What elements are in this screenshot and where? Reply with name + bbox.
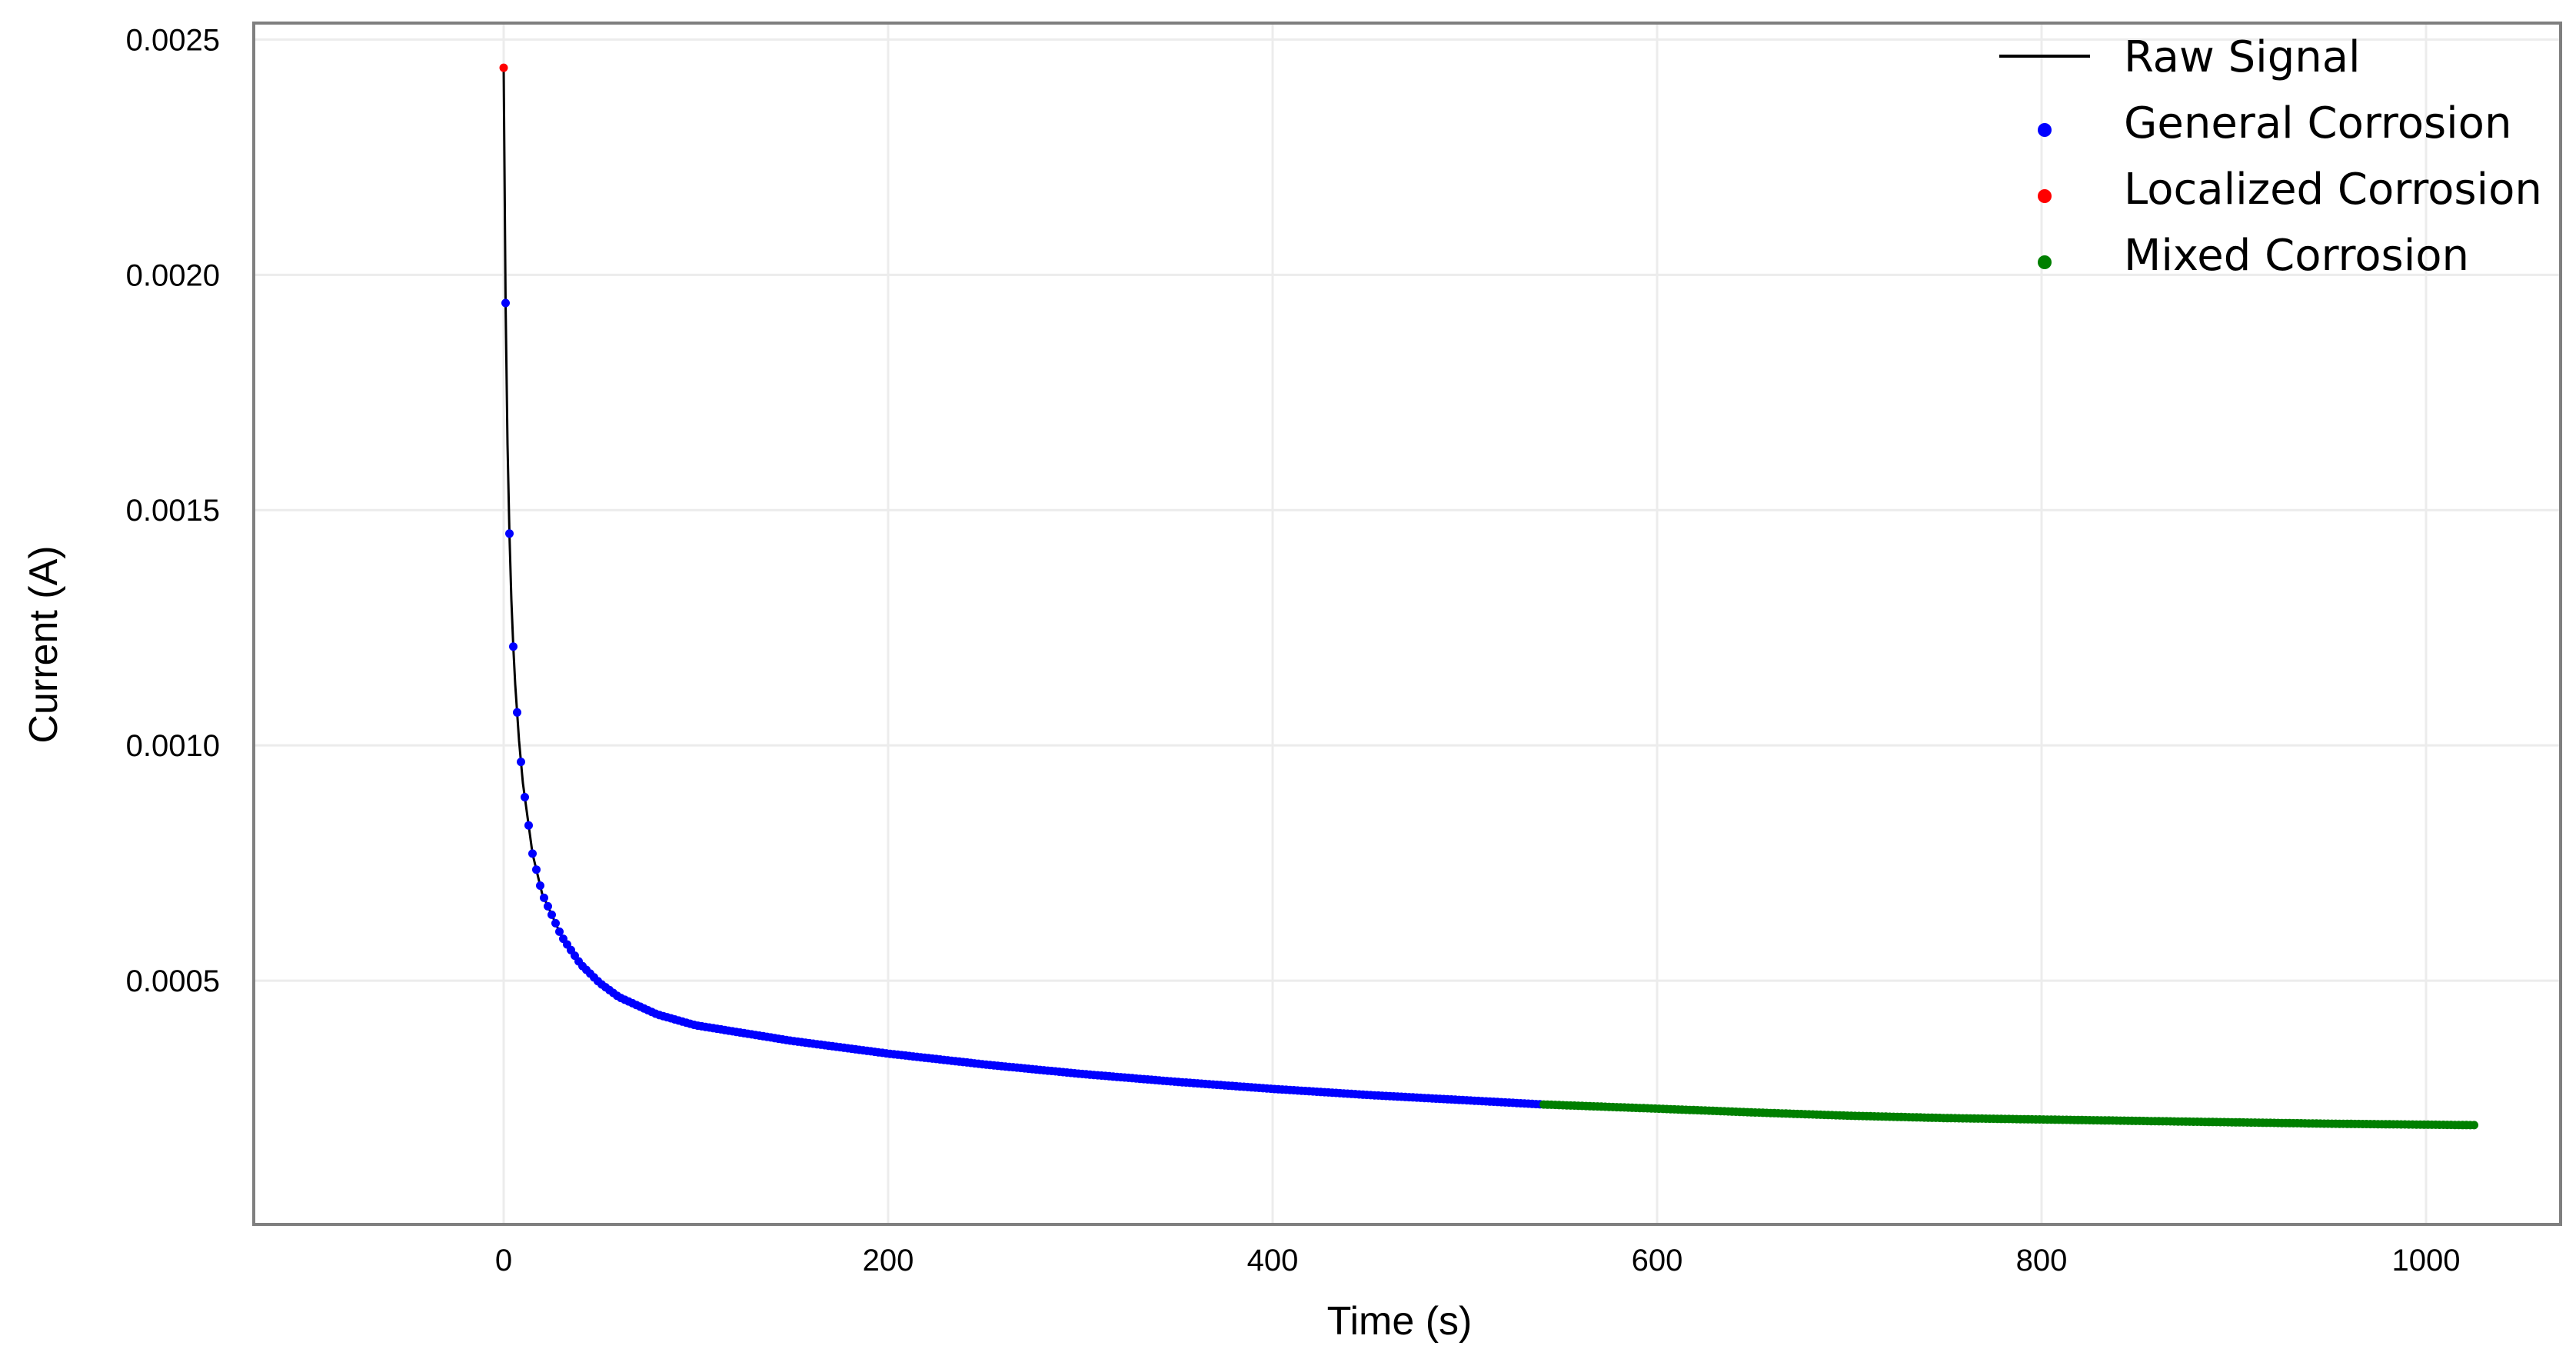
x-axis-title: Time (s) [1327,1299,1473,1344]
point-general-corrosion [555,927,564,936]
x-tick-label: 600 [1632,1244,1683,1277]
point-general-corrosion [532,865,541,874]
point-general-corrosion [551,918,560,928]
legend-label-localized-corrosion: Localized Corrosion [2124,165,2542,215]
point-mixed-corrosion [2470,1121,2478,1130]
x-tick-label: 1000 [2392,1244,2461,1277]
x-tick-label: 200 [863,1244,914,1277]
point-general-corrosion [501,298,510,308]
point-general-corrosion [513,708,521,717]
data-layer [499,63,2478,1130]
y-tick-label: 0.0005 [126,964,220,998]
legend-label-raw-signal: Raw Signal [2124,32,2361,82]
point-general-corrosion [528,849,537,858]
y-axis-title: Current (A) [22,545,66,743]
legend-label-mixed-corrosion: Mixed Corrosion [2124,231,2469,281]
point-general-corrosion [544,901,552,911]
point-general-corrosion [540,893,548,902]
x-tick-label: 400 [1247,1244,1299,1277]
y-tick-label: 0.0020 [126,258,220,292]
point-general-corrosion [536,881,544,890]
ticks: 0 200 400 600 800 1000 0.0005 0.0010 0.0015 0.002… [126,23,2461,1277]
plot-frame [252,22,2562,1226]
y-tick-label: 0.0010 [126,729,220,763]
legend-label-general-corrosion: General Corrosion [2124,98,2511,148]
y-tick-label: 0.0015 [126,494,220,528]
point-general-corrosion [524,821,533,830]
point-general-corrosion [547,910,556,919]
point-general-corrosion [505,529,514,538]
series-line-raw-signal [502,68,2474,1127]
legend: Raw Signal General Corrosion Localized Cor… [1999,32,2542,281]
legend-swatch-general-corrosion [2038,123,2052,137]
x-tick-label: 0 [495,1244,512,1277]
point-general-corrosion [521,793,529,801]
point-localized-corrosion [499,63,508,72]
legend-swatch-localized-corrosion [2038,189,2052,203]
y-tick-label: 0.0025 [126,23,220,57]
point-general-corrosion [509,642,518,651]
x-tick-label: 800 [2016,1244,2068,1277]
point-general-corrosion [517,758,525,767]
legend-swatch-mixed-corrosion [2038,255,2052,269]
grid-lines [254,23,2561,1224]
